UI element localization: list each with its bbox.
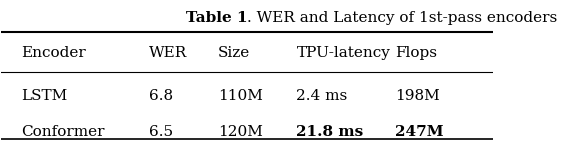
Text: LSTM: LSTM	[21, 89, 67, 103]
Text: 247M: 247M	[395, 125, 443, 139]
Text: Flops: Flops	[395, 46, 437, 60]
Text: Table 1: Table 1	[186, 11, 247, 25]
Text: Size: Size	[218, 46, 250, 60]
Text: TPU-latency: TPU-latency	[296, 46, 390, 60]
Text: 110M: 110M	[218, 89, 263, 103]
Text: 6.8: 6.8	[149, 89, 173, 103]
Text: WER: WER	[149, 46, 187, 60]
Text: 120M: 120M	[218, 125, 263, 139]
Text: . WER and Latency of 1st-pass encoders: . WER and Latency of 1st-pass encoders	[247, 11, 557, 25]
Text: Conformer: Conformer	[21, 125, 104, 139]
Text: 2.4 ms: 2.4 ms	[296, 89, 347, 103]
Text: 6.5: 6.5	[149, 125, 173, 139]
Text: Encoder: Encoder	[21, 46, 86, 60]
Text: 198M: 198M	[395, 89, 440, 103]
Text: 21.8 ms: 21.8 ms	[296, 125, 364, 139]
